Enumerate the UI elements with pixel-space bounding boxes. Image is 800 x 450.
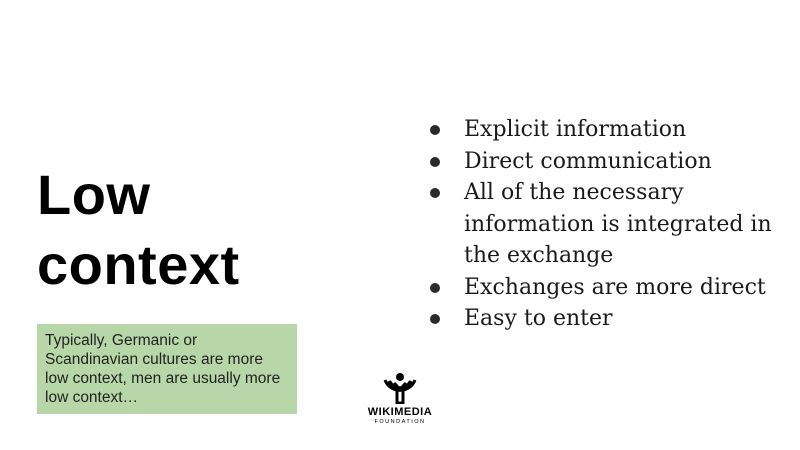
logo-wordmark: WIKIMEDIA xyxy=(367,406,433,418)
bullet-text: Explicit information xyxy=(464,117,687,142)
bullet-item: Direct communication xyxy=(428,146,788,178)
wikimedia-logo: WIKIMEDIA FOUNDATION xyxy=(360,372,440,432)
bullet-dot-icon xyxy=(430,156,440,167)
title-line-2: context xyxy=(37,233,240,296)
bullet-item: Exchanges are more direct xyxy=(428,272,788,304)
bullet-item: Explicit information xyxy=(428,114,788,146)
bullet-item: Easy to enter xyxy=(428,303,788,335)
bullet-dot-icon xyxy=(430,125,440,135)
bullet-text: Exchanges are more direct xyxy=(464,274,766,300)
bullet-text: All of the necessary information is inte… xyxy=(464,180,772,268)
bullet-dot-icon xyxy=(430,282,440,293)
bullet-text: Direct communication xyxy=(464,148,712,174)
wikimedia-globe-icon xyxy=(383,373,417,404)
slide-title: Low context xyxy=(37,160,240,300)
title-line-1: Low xyxy=(37,163,151,226)
bullet-text: Easy to enter xyxy=(464,306,613,331)
bullet-item: All of the necessary information is inte… xyxy=(428,177,788,272)
note-box: Typically, Germanic or Scandinavian cult… xyxy=(37,324,297,414)
logo-subtitle: FOUNDATION xyxy=(374,419,426,425)
bullet-dot-icon xyxy=(430,188,440,198)
note-text: Typically, Germanic or Scandinavian cult… xyxy=(45,332,281,406)
bullet-dot-icon xyxy=(430,314,440,324)
bullet-list: Explicit information Direct communicatio… xyxy=(428,114,788,335)
